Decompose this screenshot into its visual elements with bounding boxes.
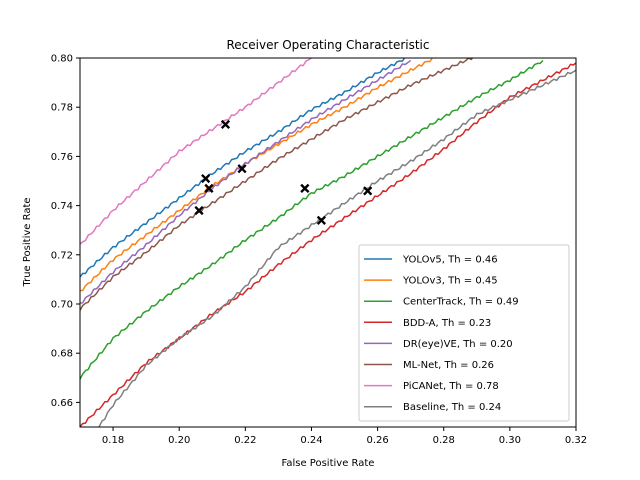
y-tick-label: 0.74 bbox=[51, 201, 73, 212]
threshold-marker-7 bbox=[363, 186, 373, 196]
series-line-1 bbox=[80, 58, 438, 292]
x-tick-label: 0.30 bbox=[499, 435, 521, 446]
series-line-7 bbox=[98, 69, 576, 427]
plot-frame bbox=[79, 57, 577, 428]
threshold-marker-6 bbox=[220, 119, 231, 130]
x-tick-label: 0.26 bbox=[366, 435, 388, 446]
y-tick-label: 0.78 bbox=[51, 103, 73, 114]
series-line-6 bbox=[80, 58, 312, 245]
y-axis-title: True Positive Rate bbox=[22, 197, 33, 287]
series-line-5 bbox=[80, 58, 474, 311]
legend-label-3: BDD-A, Th = 0.23 bbox=[403, 318, 491, 329]
x-tick-label: 0.20 bbox=[168, 435, 190, 446]
x-tick-label: 0.32 bbox=[565, 435, 587, 446]
legend-label-1: YOLOv3, Th = 0.45 bbox=[402, 276, 498, 287]
legend-label-0: YOLOv5, Th = 0.46 bbox=[402, 255, 498, 266]
x-tick-label: 0.22 bbox=[234, 435, 256, 446]
legend-label-2: CenterTrack, Th = 0.49 bbox=[403, 297, 519, 308]
legend-label-7: Baseline, Th = 0.24 bbox=[403, 402, 501, 413]
marker-layer bbox=[194, 119, 373, 225]
threshold-marker-3 bbox=[316, 215, 326, 225]
legend: YOLOv5, Th = 0.46 YOLOv3, Th = 0.45 Center… bbox=[358, 244, 570, 422]
threshold-marker-5 bbox=[194, 205, 204, 216]
legend-label-6: PiCANet, Th = 0.78 bbox=[403, 381, 499, 392]
y-tick-label: 0.72 bbox=[51, 250, 73, 261]
x-axis: 0.18 0.20 0.22 0.24 0.26 0.28 0.30 0.32 bbox=[102, 427, 587, 446]
y-axis: 0.66 0.68 0.70 0.72 0.74 0.76 0.78 0.80 bbox=[51, 54, 80, 409]
threshold-marker-4 bbox=[204, 183, 214, 193]
series-line-2 bbox=[80, 59, 544, 380]
x-tick-label: 0.24 bbox=[300, 435, 322, 446]
legend-label-4: DR(eye)VE, Th = 0.20 bbox=[403, 339, 513, 350]
series-line-0 bbox=[80, 58, 409, 278]
x-axis-title: False Positive Rate bbox=[282, 458, 375, 469]
legend-label-5: ML-Net, Th = 0.26 bbox=[403, 360, 494, 371]
y-tick-label: 0.70 bbox=[51, 300, 73, 311]
series-layer bbox=[80, 58, 576, 427]
y-tick-label: 0.68 bbox=[51, 349, 73, 360]
threshold-marker-2 bbox=[300, 183, 310, 193]
legend-box bbox=[358, 244, 570, 422]
y-tick-label: 0.66 bbox=[51, 398, 73, 409]
series-line-4 bbox=[80, 59, 412, 304]
threshold-marker-0 bbox=[201, 173, 211, 184]
chart-title: Receiver Operating Characteristic bbox=[226, 38, 429, 52]
y-tick-label: 0.80 bbox=[51, 54, 73, 65]
x-tick-label: 0.18 bbox=[102, 435, 124, 446]
y-tick-label: 0.76 bbox=[51, 152, 73, 163]
threshold-marker-1 bbox=[237, 164, 247, 174]
x-tick-label: 0.28 bbox=[433, 435, 455, 446]
